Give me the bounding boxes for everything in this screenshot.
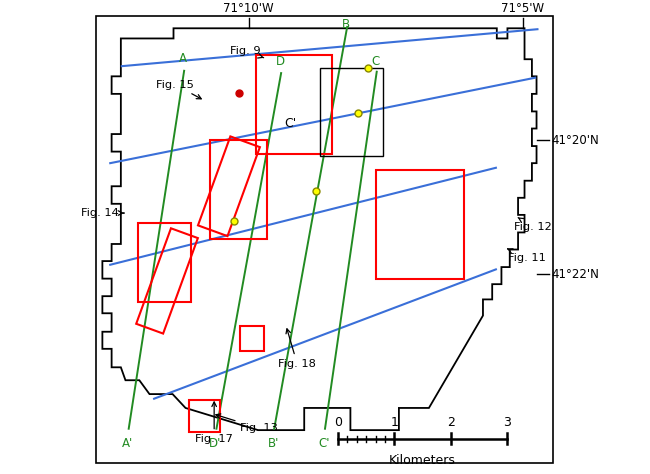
Text: A': A' <box>122 438 133 450</box>
Text: Fig. 14: Fig. 14 <box>81 208 124 218</box>
Text: 71°10'W: 71°10'W <box>224 2 274 15</box>
Bar <box>138 223 191 302</box>
Text: 1: 1 <box>391 416 398 429</box>
Text: 41°22'N: 41°22'N <box>551 267 599 281</box>
Text: 3: 3 <box>504 416 512 429</box>
Bar <box>240 326 263 351</box>
Text: B: B <box>342 18 350 31</box>
Bar <box>376 170 463 279</box>
Text: Fig. 11: Fig. 11 <box>508 249 546 263</box>
Text: Fig. 12: Fig. 12 <box>514 218 552 232</box>
Text: Fig. 9: Fig. 9 <box>230 46 264 58</box>
Text: Fig. 17: Fig. 17 <box>195 402 233 444</box>
Bar <box>209 140 267 239</box>
FancyBboxPatch shape <box>96 16 552 464</box>
Bar <box>320 68 383 156</box>
Text: D: D <box>276 55 285 68</box>
Text: 0: 0 <box>334 416 342 429</box>
Text: Fig. 15: Fig. 15 <box>156 80 202 99</box>
Text: B': B' <box>268 438 279 450</box>
Text: Fig. 13: Fig. 13 <box>216 414 278 433</box>
Text: C: C <box>372 55 380 68</box>
Text: C': C' <box>318 438 330 450</box>
Bar <box>255 55 332 154</box>
Text: 2: 2 <box>447 416 455 429</box>
Text: A: A <box>179 52 187 65</box>
Text: D': D' <box>209 438 222 450</box>
Bar <box>188 400 220 432</box>
Text: 41°20'N: 41°20'N <box>551 134 599 146</box>
Text: Fig. 18: Fig. 18 <box>278 329 317 369</box>
Text: C': C' <box>284 118 296 130</box>
Text: 71°5'W: 71°5'W <box>501 2 544 15</box>
Text: Kilometers: Kilometers <box>389 454 456 467</box>
